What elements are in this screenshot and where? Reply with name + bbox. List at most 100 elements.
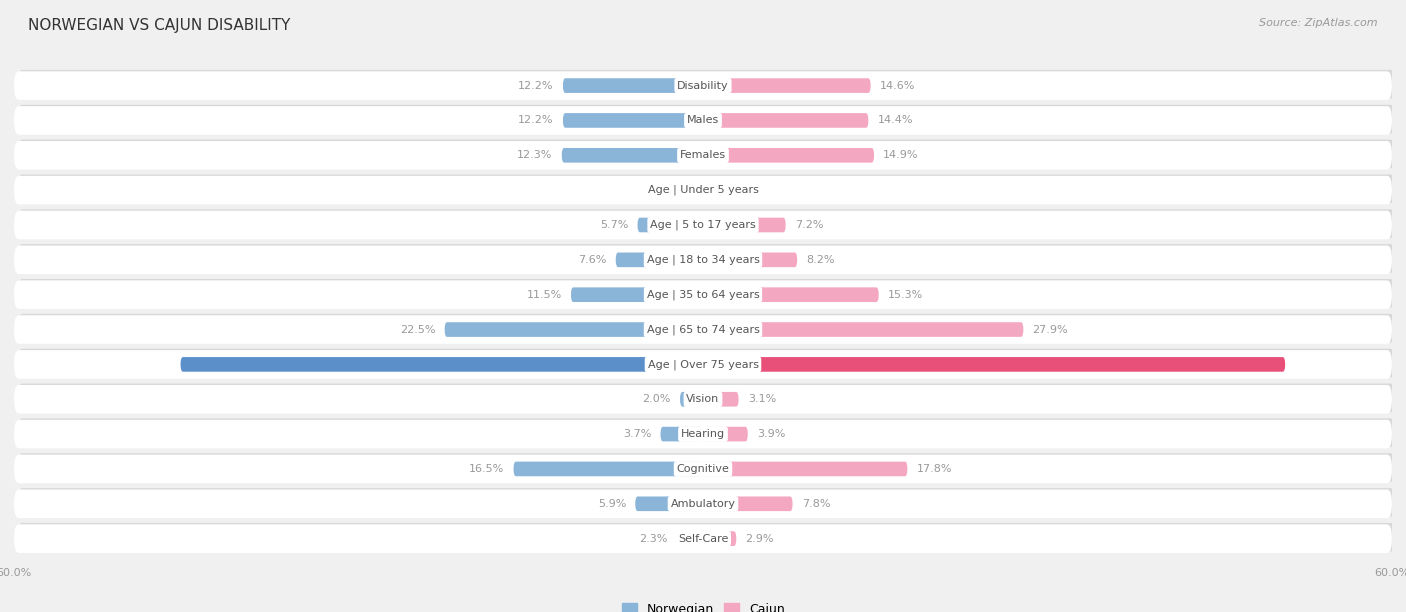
Text: 12.2%: 12.2% (519, 81, 554, 91)
FancyBboxPatch shape (17, 523, 1395, 551)
Text: 5.7%: 5.7% (600, 220, 628, 230)
FancyBboxPatch shape (14, 385, 1392, 414)
FancyBboxPatch shape (14, 176, 1392, 204)
FancyBboxPatch shape (17, 349, 1395, 377)
Text: 27.9%: 27.9% (1032, 324, 1069, 335)
FancyBboxPatch shape (14, 455, 1392, 483)
FancyBboxPatch shape (636, 496, 703, 511)
Text: 8.2%: 8.2% (807, 255, 835, 265)
FancyBboxPatch shape (14, 245, 1392, 274)
FancyBboxPatch shape (14, 315, 1392, 344)
FancyBboxPatch shape (17, 384, 1395, 412)
FancyBboxPatch shape (703, 78, 870, 93)
Text: 2.9%: 2.9% (745, 534, 773, 543)
Legend: Norwegian, Cajun: Norwegian, Cajun (616, 597, 790, 612)
Text: Age | 65 to 74 years: Age | 65 to 74 years (647, 324, 759, 335)
FancyBboxPatch shape (180, 357, 703, 371)
FancyBboxPatch shape (637, 218, 703, 233)
FancyBboxPatch shape (703, 496, 793, 511)
Text: Males: Males (688, 116, 718, 125)
Text: 7.2%: 7.2% (794, 220, 824, 230)
Text: Source: ZipAtlas.com: Source: ZipAtlas.com (1260, 18, 1378, 28)
Text: 14.6%: 14.6% (880, 81, 915, 91)
Text: 1.7%: 1.7% (645, 185, 675, 195)
Text: Ambulatory: Ambulatory (671, 499, 735, 509)
FancyBboxPatch shape (17, 140, 1395, 168)
FancyBboxPatch shape (17, 244, 1395, 273)
Text: 1.6%: 1.6% (731, 185, 759, 195)
FancyBboxPatch shape (703, 253, 797, 267)
FancyBboxPatch shape (562, 113, 703, 128)
FancyBboxPatch shape (17, 488, 1395, 517)
Text: 7.8%: 7.8% (801, 499, 831, 509)
FancyBboxPatch shape (513, 461, 703, 476)
Text: 2.3%: 2.3% (640, 534, 668, 543)
Text: 50.7%: 50.7% (1295, 359, 1333, 370)
FancyBboxPatch shape (14, 490, 1392, 518)
Text: Cognitive: Cognitive (676, 464, 730, 474)
Text: 22.5%: 22.5% (399, 324, 436, 335)
FancyBboxPatch shape (703, 531, 737, 546)
FancyBboxPatch shape (571, 288, 703, 302)
FancyBboxPatch shape (703, 427, 748, 441)
FancyBboxPatch shape (14, 72, 1392, 100)
FancyBboxPatch shape (681, 392, 703, 406)
FancyBboxPatch shape (703, 288, 879, 302)
Text: 5.9%: 5.9% (598, 499, 626, 509)
Text: 14.9%: 14.9% (883, 151, 918, 160)
Text: 12.2%: 12.2% (519, 116, 554, 125)
FancyBboxPatch shape (683, 183, 703, 198)
FancyBboxPatch shape (703, 461, 907, 476)
Text: 3.9%: 3.9% (756, 429, 786, 439)
FancyBboxPatch shape (661, 427, 703, 441)
Text: 2.0%: 2.0% (643, 394, 671, 405)
Text: Age | 18 to 34 years: Age | 18 to 34 years (647, 255, 759, 265)
Text: Disability: Disability (678, 81, 728, 91)
Text: 11.5%: 11.5% (526, 289, 562, 300)
FancyBboxPatch shape (17, 419, 1395, 447)
FancyBboxPatch shape (14, 141, 1392, 170)
Text: Age | Under 5 years: Age | Under 5 years (648, 185, 758, 195)
FancyBboxPatch shape (703, 392, 738, 406)
FancyBboxPatch shape (17, 70, 1395, 99)
FancyBboxPatch shape (14, 350, 1392, 379)
FancyBboxPatch shape (444, 323, 703, 337)
Text: 3.7%: 3.7% (623, 429, 651, 439)
Text: Age | Over 75 years: Age | Over 75 years (648, 359, 758, 370)
Text: Age | 35 to 64 years: Age | 35 to 64 years (647, 289, 759, 300)
FancyBboxPatch shape (17, 174, 1395, 203)
FancyBboxPatch shape (616, 253, 703, 267)
Text: Age | 5 to 17 years: Age | 5 to 17 years (650, 220, 756, 230)
Text: 45.5%: 45.5% (134, 359, 172, 370)
FancyBboxPatch shape (562, 78, 703, 93)
FancyBboxPatch shape (703, 218, 786, 233)
Text: 17.8%: 17.8% (917, 464, 952, 474)
FancyBboxPatch shape (17, 314, 1395, 343)
Text: 12.3%: 12.3% (517, 151, 553, 160)
FancyBboxPatch shape (703, 183, 721, 198)
Text: Hearing: Hearing (681, 429, 725, 439)
Text: Vision: Vision (686, 394, 720, 405)
FancyBboxPatch shape (17, 105, 1395, 133)
Text: 7.6%: 7.6% (578, 255, 606, 265)
FancyBboxPatch shape (14, 524, 1392, 553)
FancyBboxPatch shape (17, 209, 1395, 238)
FancyBboxPatch shape (14, 280, 1392, 309)
FancyBboxPatch shape (17, 279, 1395, 308)
FancyBboxPatch shape (703, 113, 869, 128)
Text: 15.3%: 15.3% (887, 289, 924, 300)
FancyBboxPatch shape (703, 148, 875, 163)
Text: 3.1%: 3.1% (748, 394, 776, 405)
Text: NORWEGIAN VS CAJUN DISABILITY: NORWEGIAN VS CAJUN DISABILITY (28, 18, 291, 34)
Text: 14.4%: 14.4% (877, 116, 912, 125)
Text: 16.5%: 16.5% (470, 464, 505, 474)
Text: Females: Females (681, 151, 725, 160)
FancyBboxPatch shape (14, 211, 1392, 239)
FancyBboxPatch shape (562, 148, 703, 163)
Text: Self-Care: Self-Care (678, 534, 728, 543)
FancyBboxPatch shape (14, 106, 1392, 135)
FancyBboxPatch shape (703, 323, 1024, 337)
FancyBboxPatch shape (703, 357, 1285, 371)
FancyBboxPatch shape (17, 453, 1395, 482)
FancyBboxPatch shape (14, 420, 1392, 449)
